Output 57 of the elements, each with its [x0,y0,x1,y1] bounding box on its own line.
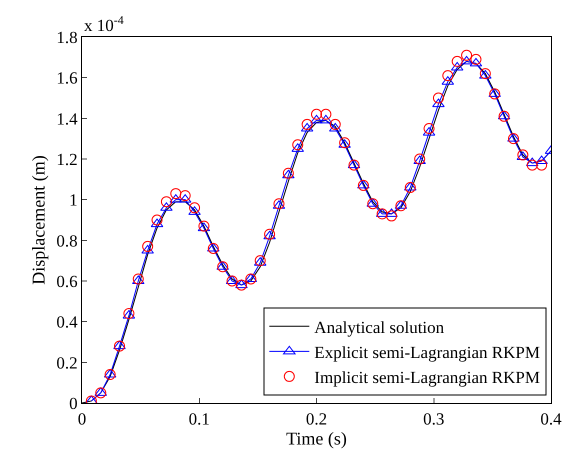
point [330,118,341,130]
point [292,139,304,150]
point [245,273,256,284]
point [424,123,435,134]
point [376,208,388,220]
y-tick-label: 1.8 [56,28,78,47]
point [152,214,163,226]
y-tick-label: 1.2 [56,150,78,169]
point [358,180,369,191]
point [170,188,182,200]
point [320,108,332,120]
point [142,240,154,252]
y-tick-label: 0.8 [56,231,78,250]
y-axis-title: Displacement (m) [28,155,49,285]
point [489,88,500,100]
y-tick-label: 1 [69,190,78,210]
x-axis-title: Time (s) [286,428,347,448]
point [508,133,519,144]
point [348,160,360,171]
point [442,70,454,82]
point [470,54,482,65]
y-tick-label: 0.4 [56,312,78,332]
point [160,196,172,208]
point [189,202,200,214]
text: x 10$^{-4}$ [84,13,124,36]
point [180,190,191,202]
point [95,387,106,398]
legend-label: Implicit semi-Lagrangian RKPM [314,368,540,388]
x-tick-label: 0.1 [188,409,210,428]
point [114,340,126,352]
point [498,110,510,122]
y-tick-label: 1.4 [56,109,78,128]
point [217,261,228,272]
point [302,118,313,130]
point [367,198,378,210]
point [461,50,472,61]
point [526,160,538,171]
point [236,280,247,291]
point [404,182,416,193]
y-tick-label: 0.6 [56,272,78,291]
point [536,160,548,171]
point [104,369,116,380]
legend-label: Analytical solution [314,318,445,337]
point [432,92,444,104]
y-tick-label: 0.2 [56,353,78,372]
y-tick-label: 0 [69,394,78,413]
y-tick-label: 1.6 [56,68,78,88]
point [452,56,463,67]
point [226,276,238,286]
point [386,210,398,222]
point [311,108,322,120]
x-tick-label: 0.3 [423,409,444,428]
x-tick-label: 0.2 [306,409,328,428]
point [208,242,219,254]
legend-label: Explicit semi-Lagrangian RKPM [314,342,540,362]
point [395,200,406,212]
x-tick-label: 0.4 [540,409,562,428]
